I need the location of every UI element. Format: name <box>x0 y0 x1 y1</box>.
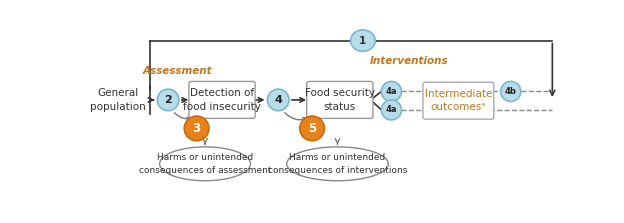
Circle shape <box>381 81 401 101</box>
Circle shape <box>381 100 401 120</box>
Text: 5: 5 <box>308 122 316 135</box>
Text: Intermediate
outcomesᵃ: Intermediate outcomesᵃ <box>425 89 492 112</box>
Text: Harms or unintended
consequences of interventions: Harms or unintended consequences of inte… <box>268 153 407 175</box>
Text: Interventions: Interventions <box>370 56 449 66</box>
Text: 1: 1 <box>359 36 366 46</box>
Circle shape <box>184 116 209 141</box>
Circle shape <box>157 89 179 111</box>
Text: 4b: 4b <box>505 87 517 96</box>
Text: Assessment: Assessment <box>142 66 212 76</box>
Text: 4a: 4a <box>386 105 397 114</box>
Text: Detection of
food insecurity: Detection of food insecurity <box>183 88 261 112</box>
Circle shape <box>300 116 324 141</box>
Ellipse shape <box>351 30 375 51</box>
Text: 4: 4 <box>275 95 282 105</box>
FancyBboxPatch shape <box>189 81 255 118</box>
Text: 3: 3 <box>193 122 201 135</box>
FancyBboxPatch shape <box>423 82 494 119</box>
Text: Harms or unintended
consequences of assessment: Harms or unintended consequences of asse… <box>139 153 271 175</box>
Circle shape <box>500 81 521 101</box>
Ellipse shape <box>160 147 250 181</box>
FancyBboxPatch shape <box>307 81 373 118</box>
Circle shape <box>268 89 289 111</box>
Ellipse shape <box>286 147 388 181</box>
Text: 2: 2 <box>164 95 172 105</box>
Text: Food security
status: Food security status <box>305 88 375 112</box>
Text: General
population: General population <box>90 88 146 112</box>
Text: 4a: 4a <box>386 87 397 96</box>
